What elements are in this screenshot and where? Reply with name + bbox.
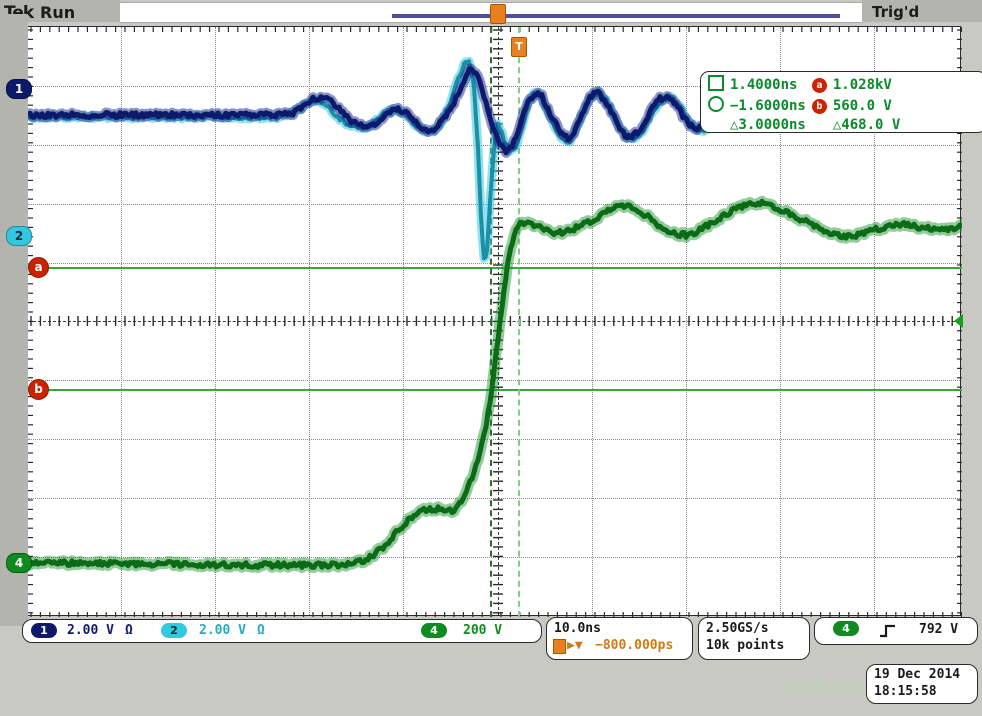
top-status-bar: Tek Run Trig'd xyxy=(0,0,982,26)
readout-time-square: 1.4000ns xyxy=(727,75,809,96)
ch2-reference-marker[interactable]: 2 xyxy=(6,226,32,246)
ch1-coupling-icon[interactable]: Ω xyxy=(125,623,133,638)
ch4-reference-marker[interactable]: 4 xyxy=(6,553,32,573)
ch2-chip[interactable]: 2 xyxy=(161,623,187,638)
cursor-a-marker[interactable]: a xyxy=(28,257,49,278)
channel-settings-bar: 1 2.00 V Ω 2 2.00 V Ω 4 200 V xyxy=(22,619,542,643)
ch2-coupling-icon[interactable]: Ω xyxy=(257,623,265,638)
record-length: 10k points xyxy=(706,638,784,653)
ch4-chip[interactable]: 4 xyxy=(421,623,447,638)
cursor-b-marker[interactable]: b xyxy=(28,379,49,400)
ch4-scale[interactable]: 200 V xyxy=(463,623,502,638)
time-label: 18:15:58 xyxy=(874,684,937,699)
symbol-square-icon xyxy=(705,75,727,96)
delta-spacer-2 xyxy=(809,117,830,134)
marker-a-icon: a xyxy=(809,75,830,96)
trigger-glyph: T xyxy=(512,38,526,56)
left-apron xyxy=(0,14,28,626)
timebase-position: −800.000ps xyxy=(595,638,673,653)
symbol-circle-icon xyxy=(705,96,727,117)
timebase-scale: 10.0ns xyxy=(554,621,601,636)
datetime-panel: 19 Dec 2014 18:15:58 xyxy=(866,664,978,704)
ch1-scale[interactable]: 2.00 V xyxy=(67,623,114,638)
timebase-panel[interactable]: 10.0ns ▶▼ −800.000ps xyxy=(546,617,693,660)
ch1-reference-marker[interactable]: 1 xyxy=(6,79,32,99)
readout-row-circle: −1.6000ns b 560.0 V xyxy=(705,96,903,117)
delta-spacer xyxy=(705,117,727,134)
rising-edge-icon xyxy=(879,623,897,639)
trigger-position-icon xyxy=(553,639,566,654)
oscilloscope-screen: Tek Run Trig'd xyxy=(0,0,982,716)
readout-voltage-a: 1.028kV xyxy=(830,75,903,96)
record-length-indicator xyxy=(392,14,840,18)
trigger-level-marker[interactable]: T xyxy=(511,37,527,57)
ch1-chip[interactable]: 1 xyxy=(31,623,57,638)
readout-time-delta: △3.0000ns xyxy=(727,117,809,134)
readout-row-square: 1.4000ns a 1.028kV xyxy=(705,75,903,96)
readout-voltage-delta: △468.0 V xyxy=(830,117,903,134)
readout-row-delta: △3.0000ns △468.0 V xyxy=(705,117,903,134)
trigger-status-label: Trig'd xyxy=(872,3,919,21)
acquisition-panel[interactable]: 2.50GS/s 10k points xyxy=(698,617,810,660)
trigger-position-marker-top[interactable] xyxy=(490,4,506,24)
marker-b-icon: b xyxy=(809,96,830,117)
sample-rate: 2.50GS/s xyxy=(706,621,769,636)
run-state-label: Run xyxy=(40,3,75,22)
cursor-readout-panel: 1.4000ns a 1.028kV −1.6000ns b 560.0 V △… xyxy=(700,71,982,133)
trigger-position-arrows: ▶▼ xyxy=(567,638,583,653)
graticule[interactable]: T 1.4000ns a 1.028kV −1.6000ns b 560.0 V xyxy=(27,26,961,616)
ch2-scale[interactable]: 2.00 V xyxy=(199,623,246,638)
trigger-source-chip[interactable]: 4 xyxy=(833,621,859,636)
trigger-panel[interactable]: 4 792 V xyxy=(814,617,978,645)
trace-ch4-glow xyxy=(28,201,962,567)
readout-voltage-b: 560.0 V xyxy=(830,96,903,117)
trigger-level: 792 V xyxy=(919,622,958,637)
date-label: 19 Dec 2014 xyxy=(874,667,960,682)
readout-time-circle: −1.6000ns xyxy=(727,96,809,117)
trigger-level-arrow[interactable] xyxy=(954,314,963,328)
